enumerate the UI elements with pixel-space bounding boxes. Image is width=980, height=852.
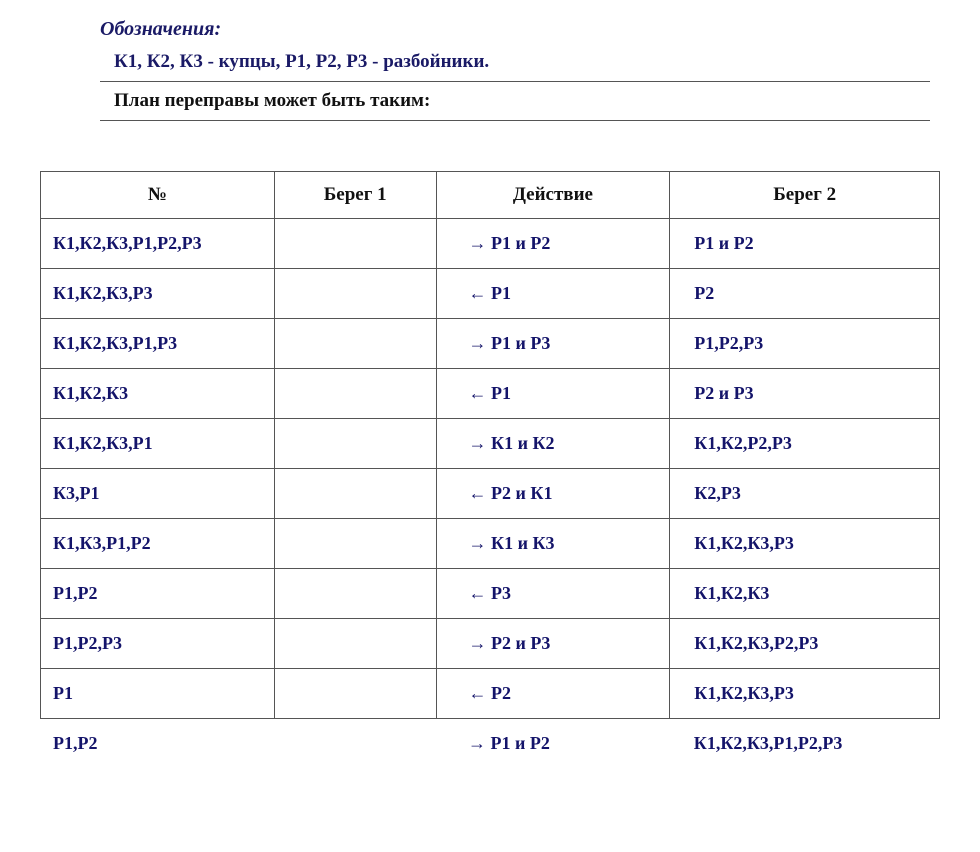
cell-no: Р1 bbox=[41, 669, 275, 719]
cell-bereg2: Р2 и Р3 bbox=[670, 369, 940, 419]
cell-action: → Р1 и Р2 bbox=[436, 719, 670, 769]
cell-action: ← Р2 bbox=[436, 669, 670, 719]
cell-action: ← Р1 bbox=[436, 269, 670, 319]
cell-bereg2: К1,К2,Р2,Р3 bbox=[670, 419, 940, 469]
cell-bereg1 bbox=[274, 669, 436, 719]
cell-bereg1 bbox=[274, 269, 436, 319]
cell-no: К3,Р1 bbox=[41, 469, 275, 519]
table-row: К3,Р1 ← Р2 и К1К2,Р3 bbox=[41, 469, 940, 519]
col-header-action: Действие bbox=[436, 172, 670, 219]
table-row: К1,К3,Р1,Р2 → К1 и К3К1,К2,К3,Р3 bbox=[41, 519, 940, 569]
col-header-bereg2: Берег 2 bbox=[670, 172, 940, 219]
cell-bereg2: Р1,Р2,Р3 bbox=[670, 319, 940, 369]
cell-bereg1 bbox=[274, 619, 436, 669]
cell-action: → К1 и К3 bbox=[436, 519, 670, 569]
cell-bereg1 bbox=[274, 419, 436, 469]
legend-title: Обозначения: bbox=[100, 18, 930, 41]
table-row: К1,К2,К3 ← Р1Р2 и Р3 bbox=[41, 369, 940, 419]
cell-action: → Р1 и Р2 bbox=[436, 219, 670, 269]
cell-no: К1,К2,К3,Р3 bbox=[41, 269, 275, 319]
cell-action: ← Р2 и К1 bbox=[436, 469, 670, 519]
cell-bereg2: К1,К2,К3,Р3 bbox=[670, 519, 940, 569]
table-header-row: № Берег 1 Действие Берег 2 bbox=[41, 172, 940, 219]
cell-bereg2: К1,К2,К3,Р3 bbox=[670, 669, 940, 719]
cell-bereg1 bbox=[274, 319, 436, 369]
table-row: Р1 ← Р2К1,К2,К3,Р3 bbox=[41, 669, 940, 719]
cell-action: ← Р1 bbox=[436, 369, 670, 419]
cell-bereg2: К1,К2,К3 bbox=[670, 569, 940, 619]
cell-bereg1 bbox=[274, 519, 436, 569]
table-row: К1,К2,К3,Р3 ← Р1Р2 bbox=[41, 269, 940, 319]
table-row: К1,К2,К3,Р1,Р3 → Р1 и Р3Р1,Р2,Р3 bbox=[41, 319, 940, 369]
cell-no: К1,К2,К3,Р1,Р2,Р3 bbox=[41, 219, 275, 269]
cell-action: → К1 и К2 bbox=[436, 419, 670, 469]
col-header-no: № bbox=[41, 172, 275, 219]
col-header-bereg1: Берег 1 bbox=[274, 172, 436, 219]
cell-bereg2: К1,К2,К3,Р1,Р2,Р3 bbox=[670, 719, 940, 769]
cell-bereg2: К1,К2,К3,Р2,Р3 bbox=[670, 619, 940, 669]
cell-bereg1 bbox=[274, 369, 436, 419]
table-row: Р1,Р2 ← Р3К1,К2,К3 bbox=[41, 569, 940, 619]
table-row: Р1,Р2 → Р1 и Р2К1,К2,К3,Р1,Р2,Р3 bbox=[41, 719, 940, 769]
cell-no: Р1,Р2,Р3 bbox=[41, 619, 275, 669]
cell-bereg1 bbox=[274, 569, 436, 619]
cell-bereg1 bbox=[274, 469, 436, 519]
table-row: К1,К2,К3,Р1 → К1 и К2К1,К2,Р2,Р3 bbox=[41, 419, 940, 469]
table-row: Р1,Р2,Р3 → Р2 и Р3К1,К2,К3,Р2,Р3 bbox=[41, 619, 940, 669]
cell-bereg2: К2,Р3 bbox=[670, 469, 940, 519]
cell-no: К1,К2,К3 bbox=[41, 369, 275, 419]
cell-bereg2: Р2 bbox=[670, 269, 940, 319]
crossing-table: № Берег 1 Действие Берег 2 К1,К2,К3,Р1,Р… bbox=[40, 171, 940, 769]
cell-bereg2: Р1 и Р2 bbox=[670, 219, 940, 269]
cell-action: → Р2 и Р3 bbox=[436, 619, 670, 669]
cell-bereg1 bbox=[274, 719, 436, 769]
legend-text: К1, К2, К3 - купцы, Р1, Р2, Р3 - разбойн… bbox=[100, 47, 930, 82]
cell-action: ← Р3 bbox=[436, 569, 670, 619]
table-row: К1,К2,К3,Р1,Р2,Р3 → Р1 и Р2Р1 и Р2 bbox=[41, 219, 940, 269]
cell-no: Р1,Р2 bbox=[41, 719, 275, 769]
cell-action: → Р1 и Р3 bbox=[436, 319, 670, 369]
plan-text: План переправы может быть таким: bbox=[100, 82, 930, 121]
cell-no: К1,К2,К3,Р1 bbox=[41, 419, 275, 469]
cell-no: К1,К2,К3,Р1,Р3 bbox=[41, 319, 275, 369]
cell-no: К1,К3,Р1,Р2 bbox=[41, 519, 275, 569]
cell-bereg1 bbox=[274, 219, 436, 269]
cell-no: Р1,Р2 bbox=[41, 569, 275, 619]
header-block: Обозначения: К1, К2, К3 - купцы, Р1, Р2,… bbox=[100, 18, 930, 121]
